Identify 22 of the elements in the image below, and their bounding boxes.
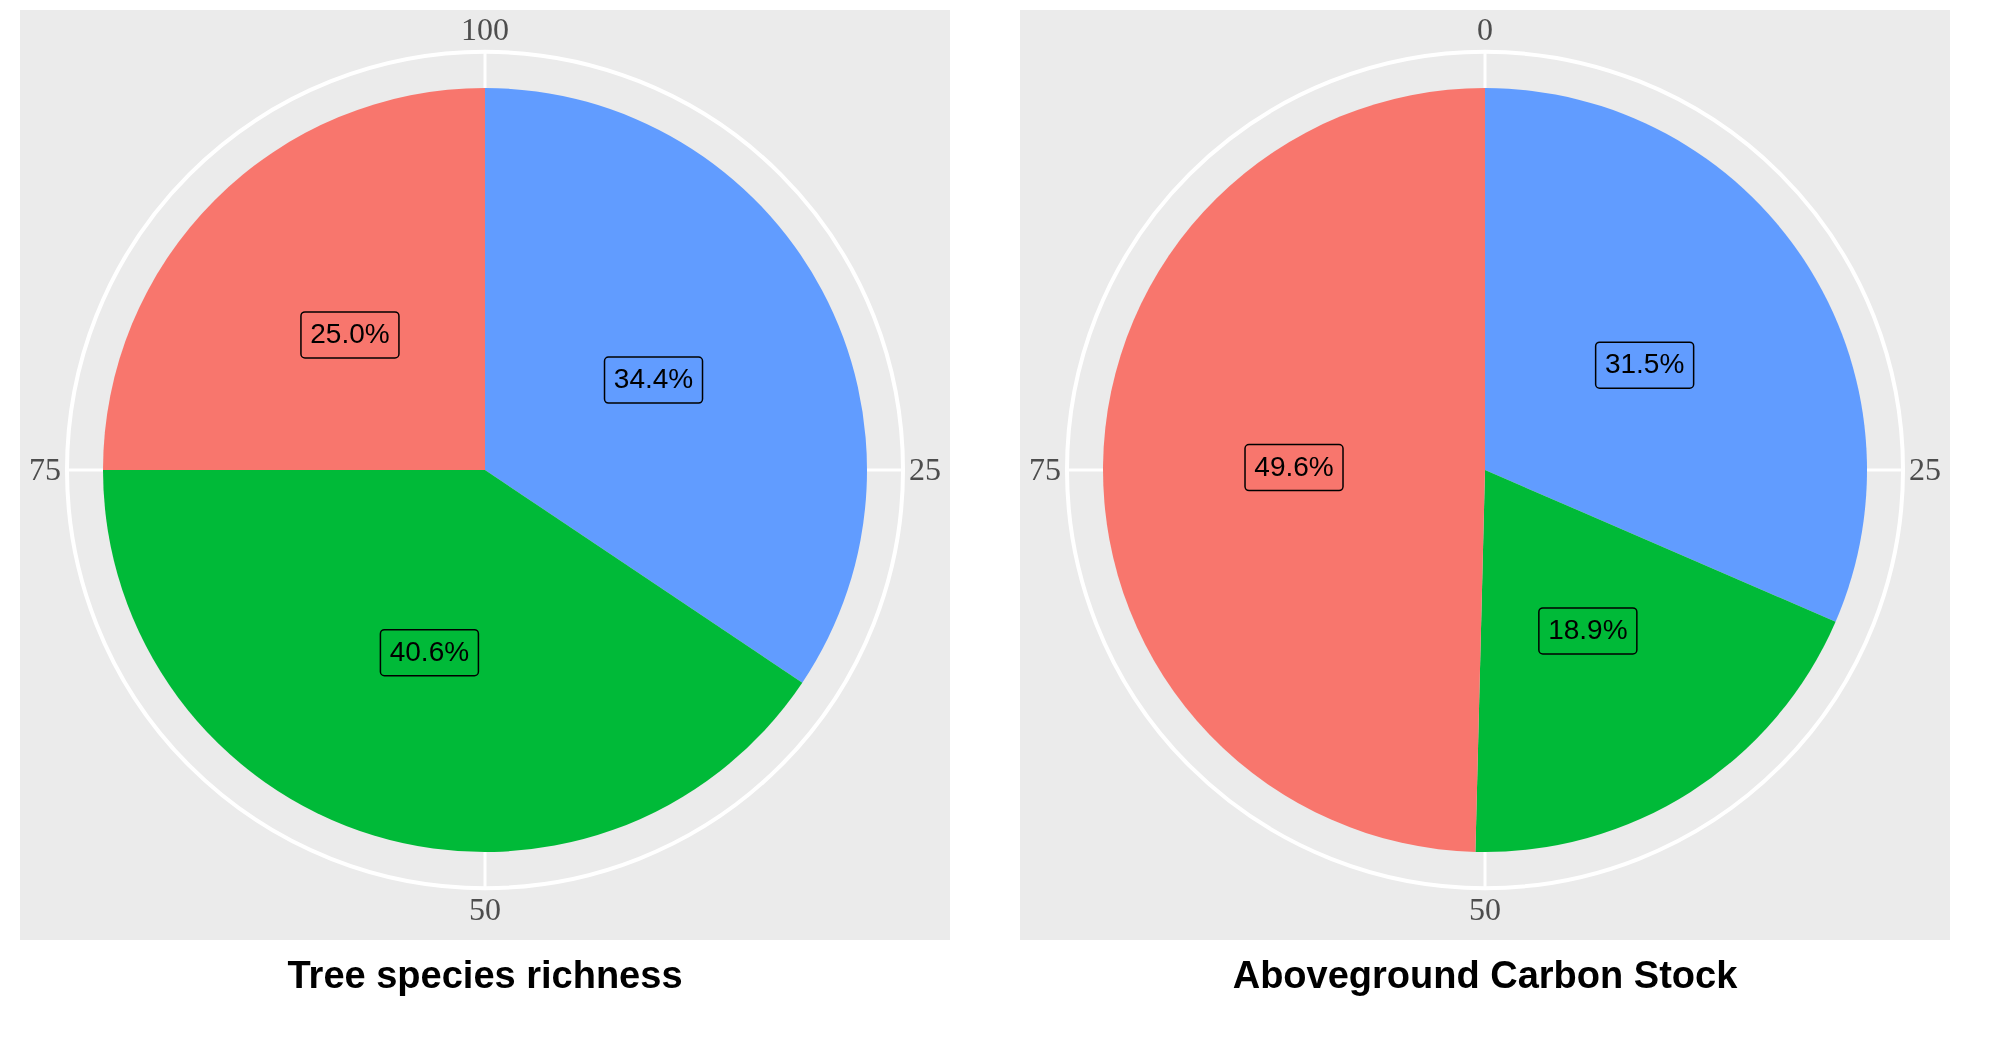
text: 100	[461, 11, 509, 47]
text: 0	[1477, 11, 1493, 47]
text: 75	[29, 451, 61, 487]
text: 25	[909, 451, 941, 487]
text: 25	[1909, 451, 1941, 487]
data-label: 31.5%	[1604, 348, 1685, 380]
data-label: 18.9%	[1548, 613, 1628, 645]
pie-slice	[485, 88, 867, 683]
pie-slice	[103, 88, 485, 470]
text: Tree species richness	[287, 954, 683, 996]
pie-slice	[1485, 88, 1867, 622]
text: Aboveground Carbon Stock	[1232, 954, 1739, 996]
text: 75	[1029, 451, 1061, 487]
text: 50	[469, 891, 501, 927]
data-label: 34.4%	[613, 363, 694, 395]
pie-slice	[1103, 88, 1485, 852]
data-label: 25.0%	[310, 317, 390, 349]
pie-slice	[1475, 470, 1836, 852]
data-label: 49.6%	[1254, 450, 1334, 482]
pie-slice	[103, 470, 803, 852]
data-label: 40.6%	[389, 635, 470, 667]
text: 50	[1469, 891, 1501, 927]
